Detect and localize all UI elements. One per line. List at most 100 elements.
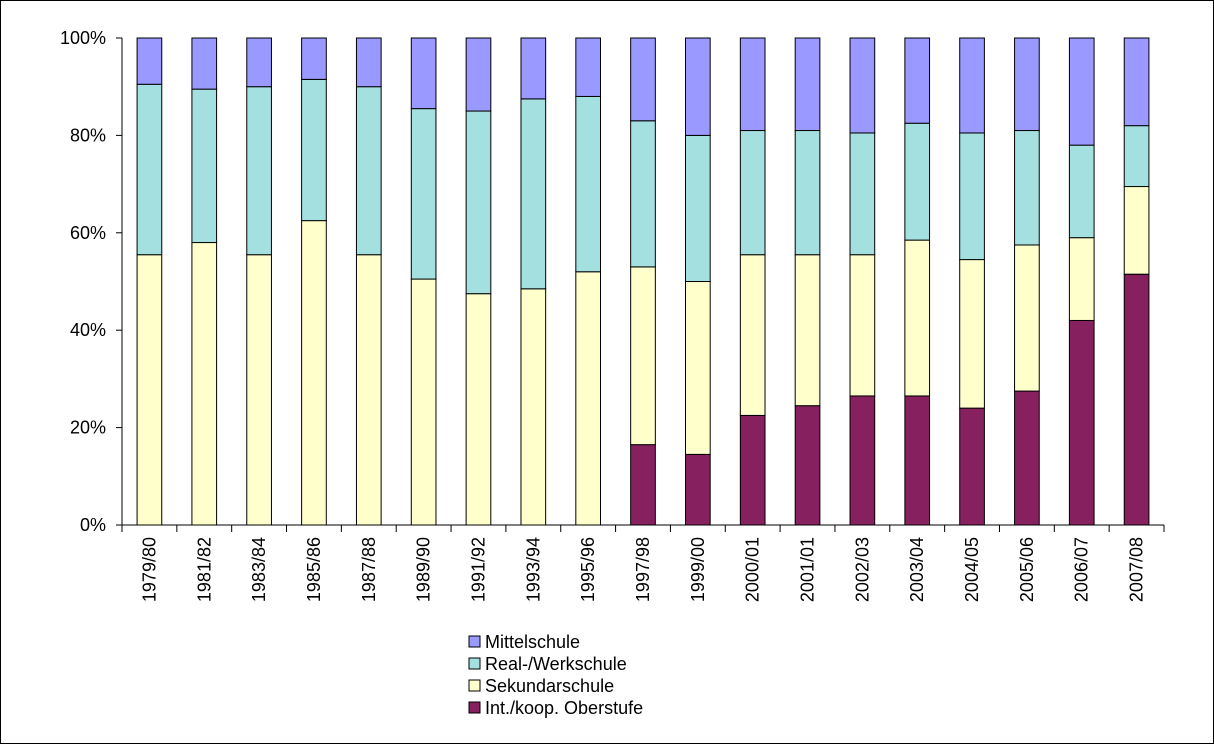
bar-segment-17-3	[1068, 37, 1095, 146]
x-tick-label: 2003/04	[907, 537, 927, 602]
bar-segment-2-1	[246, 254, 272, 526]
x-tick-label: 1981/82	[194, 537, 214, 602]
bar-segment-14-0	[904, 395, 931, 526]
y-tick-label: 80%	[70, 125, 106, 145]
x-tick-label: 1979/80	[139, 537, 159, 602]
bar-segment-3-3	[301, 37, 327, 80]
y-tick-label: 60%	[70, 223, 106, 243]
x-tick-label: 2002/03	[852, 537, 872, 602]
bar-segment-11-2	[739, 130, 766, 256]
axes-layer	[116, 37, 1165, 532]
bar-segment-12-0	[794, 405, 821, 526]
x-tick-label: 1989/90	[414, 537, 434, 602]
bar-segment-16-2	[1014, 130, 1040, 246]
bar-segment-6-1	[465, 293, 492, 526]
legend-swatch	[468, 657, 481, 670]
bar-segment-7-2	[520, 98, 547, 290]
bar-segment-7-3	[520, 37, 547, 100]
bar-segment-5-1	[410, 278, 437, 526]
bar-segment-4-2	[355, 86, 382, 256]
bar-segment-5-3	[410, 37, 437, 110]
bar-segment-7-1	[520, 288, 547, 526]
bar-segment-12-3	[794, 37, 821, 132]
bar-segment-8-3	[575, 37, 602, 97]
bar-segment-5-2	[410, 108, 437, 280]
legend-label: Real-/Werkschule	[485, 654, 627, 674]
bar-segment-0-3	[136, 37, 163, 85]
bar-segment-10-0	[685, 453, 711, 526]
x-tick-label: 2005/06	[1017, 537, 1037, 602]
legend-swatch	[468, 635, 481, 648]
bar-segment-0-2	[136, 83, 163, 256]
bar-segment-17-1	[1068, 237, 1095, 321]
x-tick-label: 1997/98	[633, 537, 653, 602]
bar-segment-2-3	[246, 37, 272, 88]
bar-segment-8-1	[575, 271, 602, 526]
bar-segment-18-2	[1123, 125, 1150, 188]
bar-segment-1-2	[191, 88, 218, 244]
bar-segment-14-1	[904, 239, 931, 397]
bar-segment-10-2	[685, 134, 711, 282]
bar-segment-12-2	[794, 130, 821, 256]
bar-segment-9-0	[630, 444, 656, 526]
x-tick-label: 1991/92	[468, 537, 488, 602]
x-tick-labels: 1979/80 1981/82 1983/84 1985/86 1987/88 1989/…	[139, 537, 1146, 602]
bar-segment-0-1	[136, 254, 163, 526]
x-tick-label: 1987/88	[359, 537, 379, 602]
bar-segment-15-1	[959, 259, 985, 409]
bar-segment-8-2	[575, 95, 602, 273]
bar-segment-12-1	[794, 254, 821, 407]
bar-segment-18-3	[1123, 37, 1150, 127]
bar-segment-15-3	[959, 37, 985, 134]
legend-label: Sekundarschule	[485, 676, 614, 696]
legend-swatch	[468, 701, 481, 714]
bar-segment-16-1	[1014, 244, 1040, 392]
bar-segment-11-3	[739, 37, 766, 132]
legend-label: Int./koop. Oberstufe	[485, 698, 643, 718]
bar-segment-15-2	[959, 132, 985, 261]
bar-segment-11-1	[739, 254, 766, 416]
x-tick-label: 2000/01	[743, 537, 763, 602]
y-tick-label: 20%	[70, 418, 106, 438]
x-tick-label: 1983/84	[249, 537, 269, 602]
bar-segment-1-3	[191, 37, 218, 90]
bar-segment-6-3	[465, 37, 492, 112]
bar-segment-14-3	[904, 37, 931, 124]
y-tick-labels: 0% 20% 40% 60% 80% 100%	[60, 28, 106, 535]
bar-segment-3-1	[301, 220, 327, 526]
bar-segment-13-0	[849, 395, 876, 526]
bar-segment-15-0	[959, 407, 985, 526]
y-tick-label: 40%	[70, 320, 106, 340]
bar-segment-18-1	[1123, 186, 1150, 275]
y-tick-label: 100%	[60, 28, 106, 48]
bar-segment-2-2	[246, 86, 272, 256]
bar-segment-10-1	[685, 281, 711, 455]
x-tick-label: 1995/96	[578, 537, 598, 602]
bar-segment-11-0	[739, 414, 766, 526]
bar-segment-9-2	[630, 120, 656, 268]
x-tick-label: 1993/94	[523, 537, 543, 602]
bar-segment-16-3	[1014, 37, 1040, 132]
y-tick-label: 0%	[80, 515, 106, 535]
bar-segment-14-2	[904, 122, 931, 241]
bar-segment-13-2	[849, 132, 876, 256]
x-tick-label: 2006/07	[1072, 537, 1092, 602]
legend-label: Mittelschule	[485, 632, 580, 652]
bar-segment-9-3	[630, 37, 656, 122]
bar-segment-18-0	[1123, 273, 1150, 526]
bars-layer	[136, 37, 1150, 526]
x-tick-label: 1999/00	[688, 537, 708, 602]
bar-segment-16-0	[1014, 390, 1040, 526]
bar-segment-3-2	[301, 78, 327, 222]
x-tick-label: 2004/05	[962, 537, 982, 602]
bar-segment-1-1	[191, 242, 218, 526]
bar-segment-13-3	[849, 37, 876, 134]
x-tick-label: 2001/01	[798, 537, 818, 602]
bar-segment-9-1	[630, 266, 656, 446]
x-tick-label: 1985/86	[304, 537, 324, 602]
bar-segment-13-1	[849, 254, 876, 397]
bar-segment-4-3	[355, 37, 382, 88]
x-tick-label: 2007/08	[1127, 537, 1147, 602]
bar-segment-17-2	[1068, 144, 1095, 239]
